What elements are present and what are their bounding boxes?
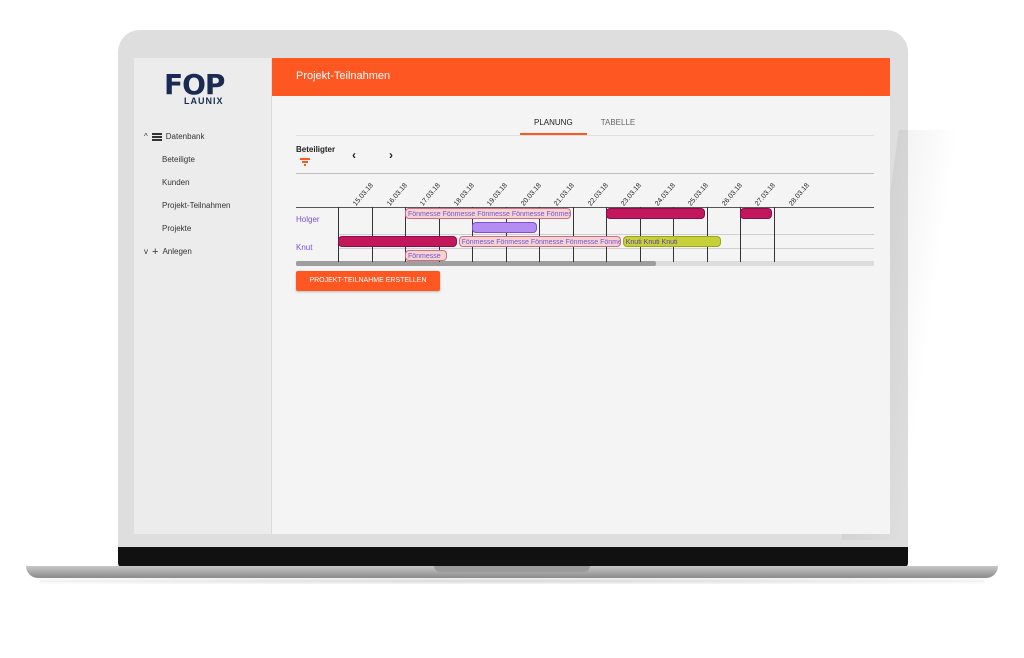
gantt-date-label: 21.03.18 <box>553 182 576 208</box>
app-screen: FOP LAUNIX ^ Datenbank Beteiligte Kunden… <box>134 58 890 534</box>
gantt-chart: Holger Knut 15.03.18 16.03.18 17.03.18 18.0… <box>296 173 874 267</box>
laptop-notch <box>434 566 590 572</box>
gantt-date-label: 22.03.18 <box>586 182 610 208</box>
chevron-down-icon: v <box>144 247 148 256</box>
app-header: Projekt-Teilnahmen <box>272 58 890 96</box>
chevron-right-icon[interactable]: › <box>389 148 393 162</box>
gantt-date-label: 15.03.18 <box>352 182 375 208</box>
gantt-column-line <box>606 207 607 262</box>
gantt-bar[interactable] <box>472 222 537 233</box>
tab-tabelle[interactable]: TABELLE <box>600 118 636 127</box>
gantt-column-line <box>572 207 574 262</box>
scrollbar-thumb[interactable] <box>296 261 656 266</box>
gantt-date-label: 26.03.18 <box>720 182 744 208</box>
nav-group-label: Anlegen <box>162 247 192 256</box>
sidebar-item-projekte[interactable]: Projekte <box>162 224 192 233</box>
nav-group-anlegen[interactable]: v + Anlegen <box>144 245 192 258</box>
gantt-column-line <box>405 207 406 262</box>
gantt-column-line <box>706 207 708 262</box>
laptop-shadow <box>40 578 984 584</box>
gantt-column-line <box>438 207 440 262</box>
sidebar-item-beteiligte[interactable]: Beteiligte <box>162 155 195 164</box>
gantt-bar[interactable] <box>606 208 705 219</box>
gantt-column-line <box>639 207 641 262</box>
page-title: Projekt-Teilnahmen <box>296 70 391 82</box>
sidebar-item-kunden[interactable]: Kunden <box>162 178 190 187</box>
gantt-date-label: 17.03.18 <box>419 182 442 208</box>
gantt-date-label: 16.03.18 <box>385 182 409 208</box>
chevron-left-icon[interactable]: ‹ <box>352 148 356 162</box>
filter-icon[interactable] <box>300 158 310 166</box>
nav-group-label: Datenbank <box>165 132 205 141</box>
gantt-date-label: 27.03.18 <box>754 182 777 208</box>
gantt-column-line <box>673 207 674 262</box>
fop-logo[interactable]: FOP LAUNIX <box>164 68 242 108</box>
gantt-top-border <box>296 173 874 174</box>
tab-bar: PLANUNG TABELLE <box>520 114 649 135</box>
gantt-date-label: 25.03.18 <box>687 182 710 208</box>
chevron-up-icon: ^ <box>144 132 148 141</box>
gantt-date-label: 20.03.18 <box>519 182 543 208</box>
gantt-column-line <box>472 207 473 262</box>
gantt-date-label: 23.03.18 <box>620 182 643 208</box>
tab-divider <box>296 135 874 136</box>
gantt-date-label: 18.03.18 <box>452 182 476 208</box>
gantt-date-label: 19.03.18 <box>486 182 509 208</box>
logo-main-text: FOP <box>164 68 225 101</box>
plus-icon: + <box>152 245 159 258</box>
gantt-column-line <box>505 207 507 262</box>
sidebar: FOP LAUNIX ^ Datenbank Beteiligte Kunden… <box>134 58 272 534</box>
person-holger[interactable]: Holger <box>296 215 320 224</box>
logo-sub-text: LAUNIX <box>184 96 224 106</box>
gantt-column-line <box>338 207 339 262</box>
gantt-bar[interactable]: Fönmesse <box>405 250 447 261</box>
create-participation-button[interactable]: PROJEKT-TEILNAHME ERSTELLEN <box>296 271 440 291</box>
gantt-bar[interactable] <box>740 208 772 219</box>
main-content: PLANUNG TABELLE Beteiligter ‹ › Holger K… <box>272 96 890 534</box>
person-knut[interactable]: Knut <box>296 243 313 252</box>
gantt-bar[interactable] <box>338 236 457 247</box>
gantt-bar[interactable]: Knuti Knuti Knuti <box>622 236 722 247</box>
list-icon <box>151 132 162 141</box>
gantt-column-line <box>371 207 373 262</box>
nav-group-datenbank[interactable]: ^ Datenbank <box>144 132 204 141</box>
laptop-bezel <box>118 547 908 567</box>
gantt-bar[interactable]: Fönmesse Fönmesse Fönmesse Fönmesse Fönm… <box>405 208 571 219</box>
gantt-bar[interactable]: Fönmesse Fönmesse Fönmesse Fönmesse Fönm… <box>458 236 621 247</box>
gantt-column-line <box>773 207 775 262</box>
tab-planung[interactable]: PLANUNG <box>520 114 587 135</box>
gantt-header-border <box>296 207 874 208</box>
gantt-column-line <box>539 207 540 262</box>
sidebar-item-projekt-teilnahmen[interactable]: Projekt-Teilnahmen <box>162 201 231 210</box>
gantt-date-label: 24.03.18 <box>653 182 677 208</box>
column-label: Beteiligter <box>296 145 336 154</box>
gantt-date-label: 28.03.18 <box>787 182 811 208</box>
gantt-column-line <box>740 207 741 262</box>
laptop-base <box>26 566 998 578</box>
